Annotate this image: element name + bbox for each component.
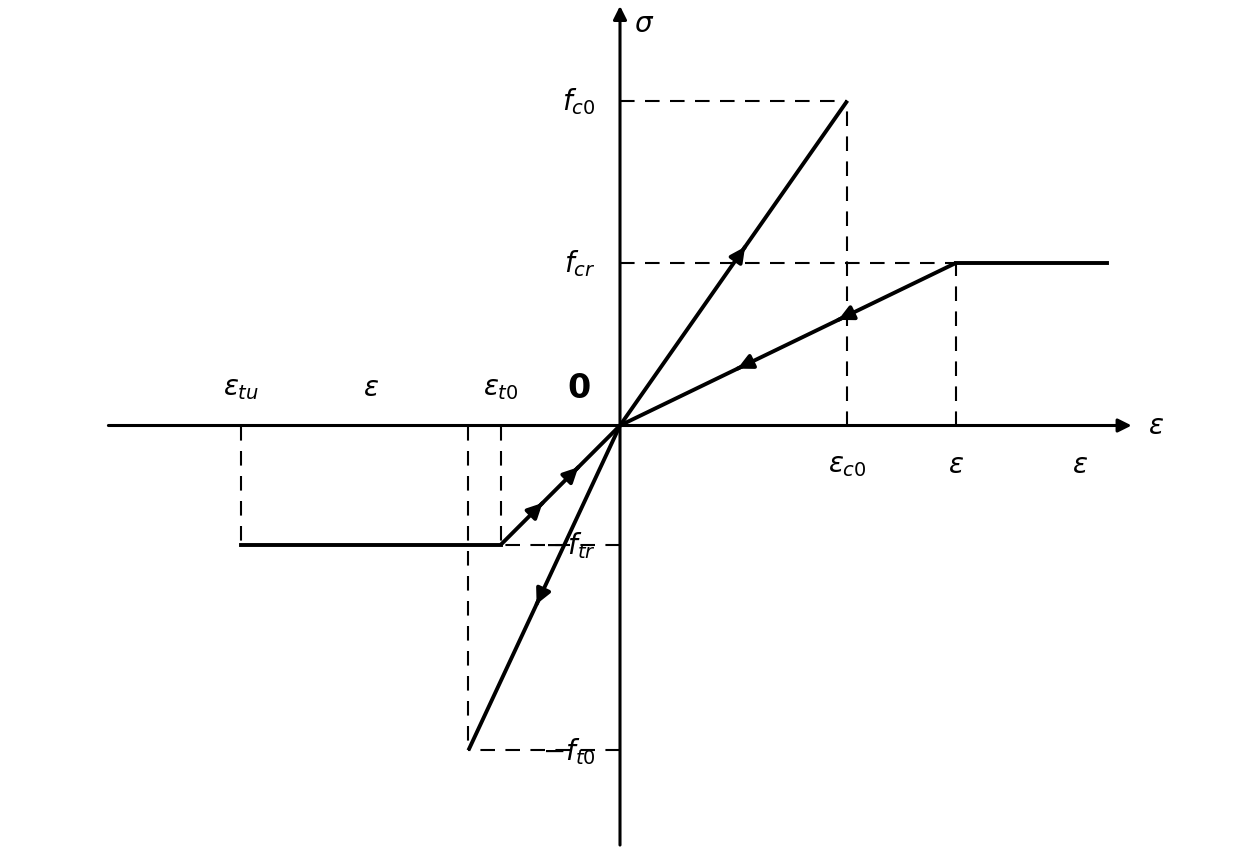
Text: $\varepsilon$: $\varepsilon$: [947, 451, 963, 478]
Text: $\varepsilon_{tu}$: $\varepsilon_{tu}$: [223, 374, 259, 401]
Text: $-f_{tr}$: $-f_{tr}$: [544, 530, 595, 561]
Text: $f_{cr}$: $f_{cr}$: [564, 249, 595, 279]
Text: $\varepsilon_{c0}$: $\varepsilon_{c0}$: [828, 451, 867, 478]
Text: $-f_{t0}$: $-f_{t0}$: [542, 735, 595, 766]
Text: $\sigma$: $\sigma$: [634, 9, 653, 37]
Text: $f_{c0}$: $f_{c0}$: [562, 86, 595, 117]
Text: $\varepsilon_{t0}$: $\varepsilon_{t0}$: [484, 374, 518, 401]
Text: $\varepsilon$: $\varepsilon$: [363, 374, 379, 401]
Text: 0: 0: [567, 371, 590, 405]
Text: $\varepsilon$: $\varepsilon$: [1073, 451, 1089, 478]
Text: $\varepsilon$: $\varepsilon$: [1148, 412, 1164, 440]
